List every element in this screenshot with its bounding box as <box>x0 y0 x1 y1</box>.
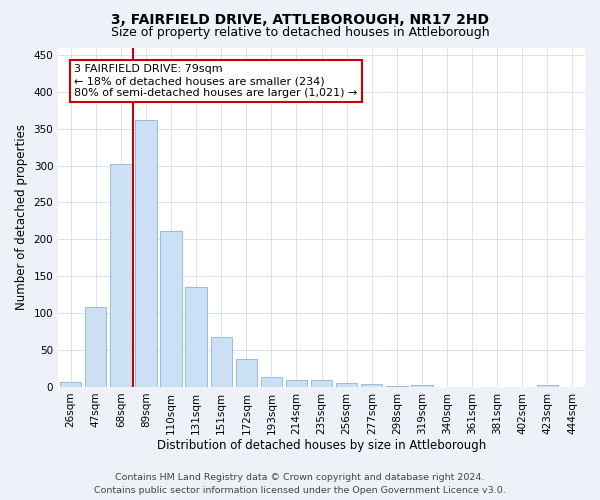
Bar <box>160 230 182 387</box>
Bar <box>411 384 433 387</box>
Bar <box>261 378 282 387</box>
Bar <box>236 359 257 387</box>
Bar <box>60 382 82 387</box>
Bar <box>211 337 232 387</box>
Bar <box>361 384 382 387</box>
Bar <box>336 382 358 387</box>
Bar <box>185 286 207 387</box>
Bar <box>286 380 307 387</box>
Bar <box>311 380 332 387</box>
Text: Contains HM Land Registry data © Crown copyright and database right 2024.
Contai: Contains HM Land Registry data © Crown c… <box>94 474 506 495</box>
Text: Size of property relative to detached houses in Attleborough: Size of property relative to detached ho… <box>110 26 490 39</box>
Text: 3, FAIRFIELD DRIVE, ATTLEBOROUGH, NR17 2HD: 3, FAIRFIELD DRIVE, ATTLEBOROUGH, NR17 2… <box>111 12 489 26</box>
X-axis label: Distribution of detached houses by size in Attleborough: Distribution of detached houses by size … <box>157 440 486 452</box>
Bar <box>110 164 131 387</box>
Text: 3 FAIRFIELD DRIVE: 79sqm
← 18% of detached houses are smaller (234)
80% of semi-: 3 FAIRFIELD DRIVE: 79sqm ← 18% of detach… <box>74 64 358 98</box>
Bar <box>136 120 157 387</box>
Bar <box>386 386 407 387</box>
Bar <box>85 308 106 387</box>
Bar <box>537 384 558 387</box>
Y-axis label: Number of detached properties: Number of detached properties <box>15 124 28 310</box>
